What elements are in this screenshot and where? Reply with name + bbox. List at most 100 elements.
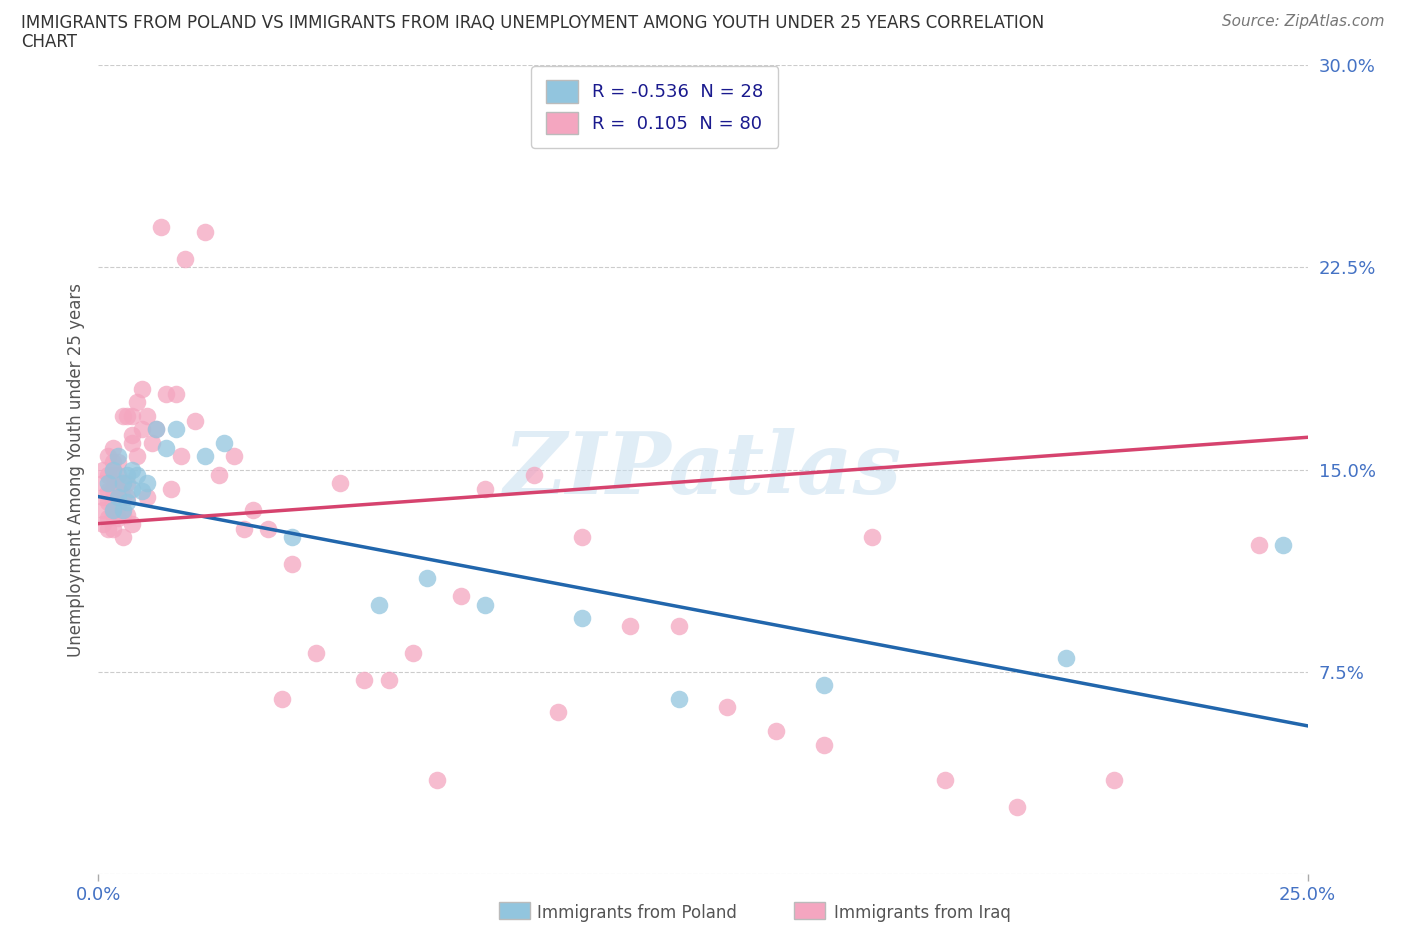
Point	[619, 618, 641, 633]
Point	[1102, 772, 1125, 787]
Point	[155, 387, 177, 402]
Text: Immigrants from Poland: Immigrants from Poland	[537, 904, 737, 923]
Point	[377, 672, 399, 687]
Point	[281, 556, 304, 571]
Point	[97, 449, 120, 464]
Point	[121, 427, 143, 442]
Point	[107, 511, 129, 525]
Point	[765, 724, 787, 738]
Point	[101, 462, 124, 477]
Y-axis label: Unemployment Among Youth under 25 years: Unemployment Among Youth under 25 years	[66, 283, 84, 657]
Point	[97, 522, 120, 537]
Point	[184, 414, 207, 429]
Point	[174, 252, 197, 267]
Point	[155, 441, 177, 456]
Point	[111, 476, 134, 491]
Point	[1249, 538, 1271, 552]
Point	[426, 772, 449, 787]
Point	[101, 522, 124, 537]
Legend: R = -0.536  N = 28, R =  0.105  N = 80: R = -0.536 N = 28, R = 0.105 N = 80	[531, 66, 778, 148]
Point	[107, 498, 129, 512]
Point	[329, 476, 352, 491]
Point	[242, 502, 264, 517]
Point	[101, 454, 124, 469]
Point	[117, 476, 139, 491]
Point	[194, 449, 217, 464]
Point	[101, 502, 124, 517]
Point	[135, 476, 157, 491]
Point	[416, 570, 439, 585]
Point	[271, 692, 294, 707]
Point	[101, 508, 124, 523]
Point	[101, 495, 124, 510]
Point	[1272, 538, 1295, 552]
Point	[117, 468, 139, 483]
Point	[91, 476, 114, 491]
Point	[127, 449, 149, 464]
Point	[131, 484, 153, 498]
Point	[97, 476, 120, 491]
Point	[281, 530, 304, 545]
Point	[305, 645, 328, 660]
Point	[91, 462, 114, 477]
Point	[101, 468, 124, 483]
Point	[474, 597, 496, 612]
Point	[111, 502, 134, 517]
Point	[107, 481, 129, 496]
Point	[1054, 651, 1077, 666]
Point	[111, 530, 134, 545]
Point	[91, 516, 114, 531]
Point	[111, 476, 134, 491]
Point	[474, 481, 496, 496]
Point	[165, 422, 187, 437]
Point	[111, 408, 134, 423]
Point	[212, 435, 235, 450]
Text: Source: ZipAtlas.com: Source: ZipAtlas.com	[1222, 14, 1385, 29]
Point	[121, 516, 143, 531]
Point	[208, 468, 231, 483]
Point	[353, 672, 375, 687]
Point	[860, 530, 883, 545]
Point	[402, 645, 425, 660]
Point	[934, 772, 956, 787]
Point	[111, 508, 134, 523]
Point	[141, 435, 163, 450]
Point	[571, 611, 593, 626]
Point	[716, 699, 738, 714]
Point	[91, 489, 114, 504]
Point	[450, 589, 472, 604]
Point	[91, 502, 114, 517]
Point	[145, 422, 167, 437]
Point	[121, 408, 143, 423]
Text: ZIPatlas: ZIPatlas	[503, 428, 903, 512]
Text: CHART: CHART	[21, 33, 77, 50]
Point	[571, 530, 593, 545]
Point	[1007, 800, 1029, 815]
Point	[813, 737, 835, 752]
Point	[117, 408, 139, 423]
Point	[127, 468, 149, 483]
Point	[97, 484, 120, 498]
Point	[97, 511, 120, 525]
Point	[668, 692, 690, 707]
Point	[256, 522, 278, 537]
Point	[97, 495, 120, 510]
Point	[145, 422, 167, 437]
Point	[232, 522, 254, 537]
Point	[101, 481, 124, 496]
Point	[101, 441, 124, 456]
Point	[547, 705, 569, 720]
Point	[813, 678, 835, 693]
Point	[107, 454, 129, 469]
Point	[131, 422, 153, 437]
Point	[150, 219, 173, 234]
Point	[117, 508, 139, 523]
Point	[194, 225, 217, 240]
Point	[127, 394, 149, 409]
Point	[107, 489, 129, 504]
Point	[121, 462, 143, 477]
Point	[523, 468, 546, 483]
Point	[117, 495, 139, 510]
Point	[131, 381, 153, 396]
Point	[368, 597, 391, 612]
